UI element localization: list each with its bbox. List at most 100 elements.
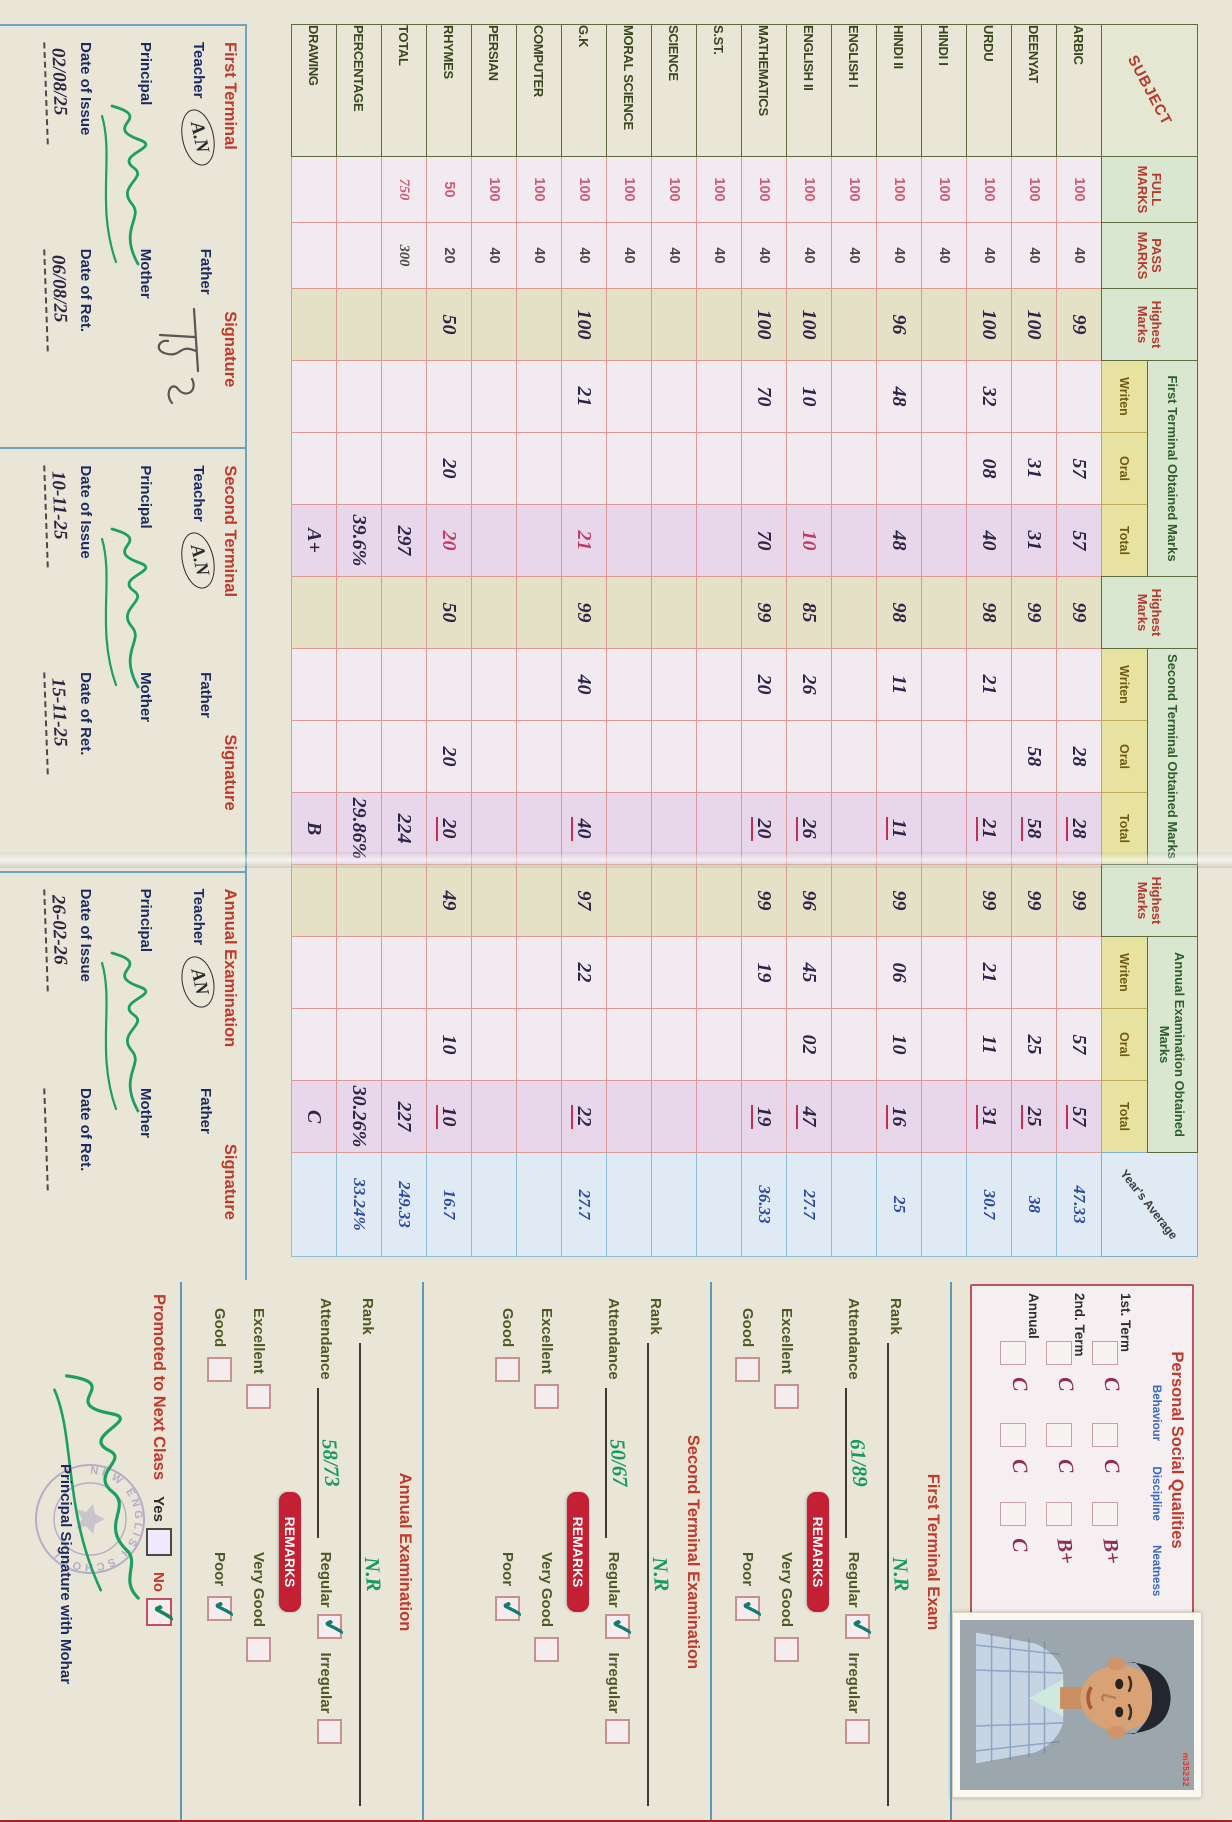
remark-checkbox	[774, 1637, 799, 1663]
cell-oral	[516, 1008, 562, 1081]
cell-highest	[471, 864, 517, 937]
cell-years-average: 16.7	[426, 1152, 472, 1257]
cell-oral	[696, 1008, 742, 1081]
date-of-issue-label: Date of Issue	[77, 42, 94, 136]
attendance-line: 61/89	[845, 1387, 873, 1538]
cell-highest	[471, 288, 517, 361]
school-round-stamp: NEW ENGLISH SCHOOL	[35, 1464, 145, 1574]
cell-writen	[426, 936, 472, 1009]
cell-total	[831, 792, 877, 865]
cell-oral	[381, 432, 427, 505]
cell-oral: 25	[1011, 1008, 1057, 1081]
psq-grade-box	[1046, 1502, 1072, 1527]
cell-writen	[1056, 360, 1102, 433]
remark-checkbox	[495, 1357, 520, 1383]
student-photo-illustration	[975, 1620, 1194, 1776]
cell-writen: 21	[561, 360, 607, 433]
cell-oral	[561, 720, 607, 793]
signature-label: Signature	[221, 311, 239, 388]
cell-highest: 50	[426, 288, 472, 361]
exam-box-2: Second Terminal Examination Rank N.R Att…	[424, 1282, 712, 1820]
mother-label: Mother	[137, 1088, 154, 1138]
header-oral-3: Oral	[1101, 1008, 1148, 1081]
subject-name: PERSIAN	[471, 24, 517, 157]
cell-pass-marks: 40	[786, 222, 832, 289]
regular-label: Regular	[317, 1551, 334, 1608]
cell-writen: 32	[966, 360, 1012, 433]
cell-years-average	[291, 1152, 337, 1257]
cell-pass-marks: 40	[741, 222, 787, 289]
cell-total	[831, 1080, 877, 1153]
subject-row: TOTAL 750 300 297 224 227 249.33	[381, 24, 427, 1257]
cell-total: 70	[741, 504, 787, 577]
cell-highest	[921, 864, 967, 937]
promotion-section: Promoted to Next Class Yes No NEW ENGLIS…	[0, 1282, 182, 1820]
cell-writen: 06	[876, 936, 922, 1009]
psq-col-behaviour: Behaviour	[1150, 1384, 1162, 1442]
cell-total	[606, 792, 652, 865]
cell-oral	[606, 432, 652, 505]
cell-oral	[336, 720, 382, 793]
psq-grade-box	[1000, 1502, 1026, 1527]
photo-serial-tag: m35232	[1181, 1752, 1191, 1787]
cell-total: 11	[876, 792, 922, 865]
cell-highest: 99	[1056, 864, 1102, 937]
cell-total: 25	[1011, 1080, 1057, 1153]
cell-pass-marks	[291, 222, 337, 289]
cell-pass-marks: 40	[606, 222, 652, 289]
psq-row: Annual C C C	[1000, 1292, 1057, 1608]
cell-total	[651, 1080, 697, 1153]
cell-pass-marks: 40	[966, 222, 1012, 289]
signature-block-1: First Terminal Signature Teacher A.N Fat…	[0, 26, 245, 450]
cell-total	[696, 1080, 742, 1153]
subject-name: COMPUTER	[516, 24, 562, 157]
cell-writen: 20	[741, 648, 787, 721]
header-oral-1: Oral	[1101, 432, 1148, 505]
subject-name: MATHEMATICS	[741, 24, 787, 157]
remark-checkbox	[495, 1596, 520, 1622]
subject-row: PERSIAN 100 40	[471, 24, 517, 1257]
cell-oral	[831, 1008, 877, 1081]
attendance-label: Attendance	[605, 1298, 622, 1380]
cell-oral	[471, 1008, 517, 1081]
teacher-label: Teacher	[190, 888, 207, 946]
rank-label: Rank	[887, 1298, 904, 1335]
signature-block-2: Second Terminal Signature Teacher A.N Fa…	[0, 449, 245, 873]
psq-grade-box	[1092, 1341, 1118, 1365]
cell-total: 48	[876, 504, 922, 577]
cell-oral	[786, 720, 832, 793]
cell-total: 58	[1011, 792, 1057, 865]
cell-total: 40	[561, 792, 607, 865]
signature-block-title: Annual Examination	[221, 888, 239, 1048]
cell-oral	[921, 432, 967, 505]
cell-total: B	[291, 792, 337, 865]
subject-name: URDU	[966, 24, 1012, 157]
cell-full-marks: 100	[741, 156, 787, 223]
date-of-issue-label: Date of Issue	[77, 465, 94, 559]
subject-row: ARBIC 100 40 99 57 57 99 28 28 99 57 57 47.33	[1056, 24, 1102, 1257]
psq-grade: B+	[1098, 1536, 1126, 1566]
cell-oral	[831, 432, 877, 505]
psq-grade-box	[1092, 1423, 1118, 1448]
header-highest-marks-3: Highest Marks	[1101, 864, 1198, 937]
cell-pass-marks: 40	[696, 222, 742, 289]
cell-total: 21	[966, 792, 1012, 865]
cell-writen	[696, 360, 742, 433]
remark-label: Excellent	[778, 1308, 795, 1374]
teacher-label: Teacher	[190, 42, 207, 99]
cell-oral	[651, 432, 697, 505]
rank-label: Rank	[647, 1298, 664, 1335]
cell-writen: 10	[786, 360, 832, 433]
psq-row: 1st. Term C C B+	[1092, 1292, 1149, 1608]
cell-writen	[471, 648, 517, 721]
cell-highest	[606, 864, 652, 937]
cell-writen: 19	[741, 936, 787, 1009]
cell-oral	[471, 432, 517, 505]
cell-full-marks: 100	[831, 156, 877, 223]
date-of-ret-label: Date of Ret.	[77, 248, 94, 333]
cell-highest	[921, 576, 967, 649]
regular-label: Regular	[605, 1551, 622, 1608]
cell-oral	[921, 1008, 967, 1081]
psq-grade-box	[1046, 1423, 1072, 1448]
subject-row: MATHEMATICS 100 40 100 70 70 99 20 20 99 19 19 36.33	[741, 24, 787, 1257]
